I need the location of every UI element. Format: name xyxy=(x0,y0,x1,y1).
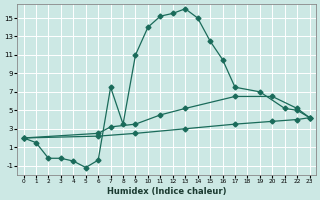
X-axis label: Humidex (Indice chaleur): Humidex (Indice chaleur) xyxy=(107,187,226,196)
